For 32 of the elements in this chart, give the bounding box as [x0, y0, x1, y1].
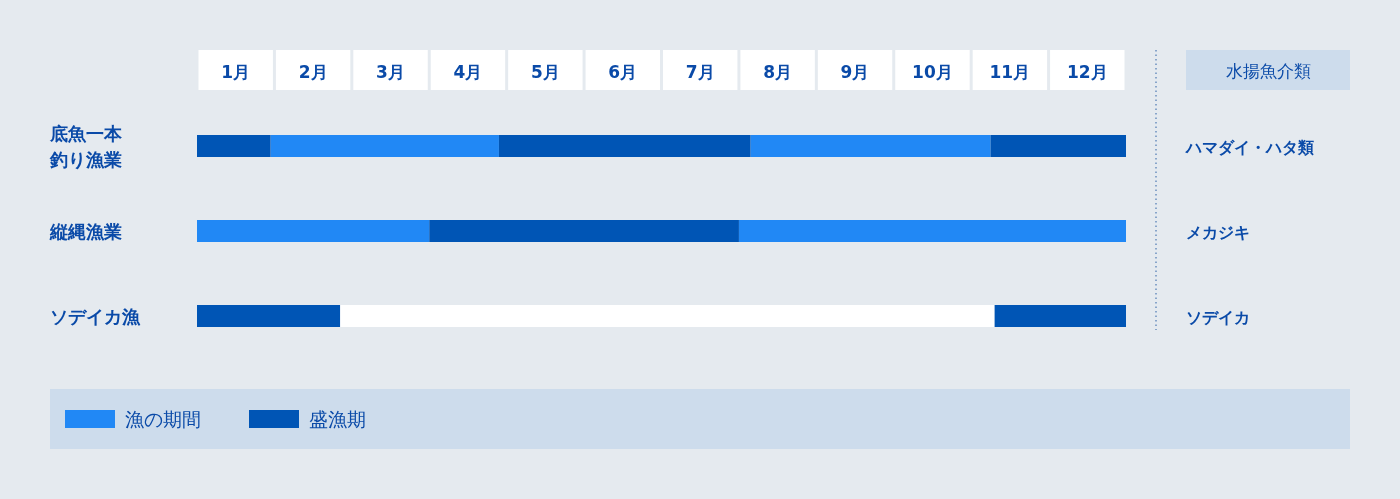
bar [270, 135, 499, 157]
x-tick-label: 12月 [1066, 62, 1108, 82]
bar [197, 305, 341, 327]
y-tick-label: 縦縄漁業 [49, 221, 122, 242]
bar [738, 220, 1126, 242]
text: ソデイカ [1186, 308, 1250, 327]
bar [197, 220, 430, 242]
bar [990, 135, 1126, 157]
text: メカジキ [1186, 223, 1250, 242]
y-tick-label: 底魚一本釣り漁業 [49, 123, 123, 170]
bar [498, 135, 751, 157]
x-tick-label: 5月 [530, 62, 560, 82]
x-tick-label: 9月 [840, 62, 870, 82]
bar [750, 135, 991, 157]
x-tick-label: 4月 [453, 62, 483, 82]
x-tick-label: 7月 [685, 62, 715, 82]
bar [197, 135, 271, 157]
x-tick-label: 11月 [989, 62, 1031, 82]
x-tick-label: 2月 [298, 62, 328, 82]
bar [429, 220, 739, 242]
x-tick-label: 3月 [376, 62, 405, 82]
legend-label: 漁の期間 [125, 408, 201, 430]
text: ハマダイ・ハタ類 [1185, 138, 1314, 157]
x-tick-label: 8月 [763, 62, 793, 82]
x-tick-label: 1月 [221, 62, 251, 82]
text: 水揚魚介類 [1225, 61, 1311, 81]
bar [340, 305, 995, 327]
legend-label: 盛漁期 [309, 408, 366, 430]
bar [994, 305, 1126, 327]
x-tick-label: 10月 [912, 62, 953, 82]
x-tick-label: 6月 [608, 62, 638, 82]
y-tick-label: ソデイカ漁 [50, 306, 141, 327]
